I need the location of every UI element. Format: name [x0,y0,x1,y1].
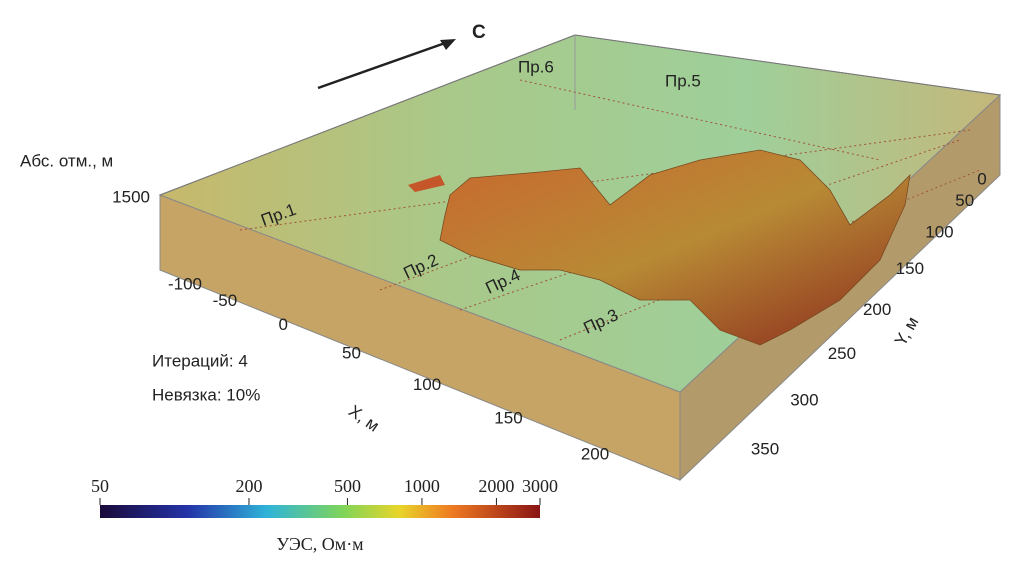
y-axis-label: Y, м [891,314,923,350]
colorbar [100,505,540,518]
colorbar-tick-label: 50 [91,476,109,496]
colorbar-tick-label: 1000 [404,476,440,496]
y-tick-label: 100 [925,222,953,241]
vertical-axis-label: Абс. отм., м [20,151,113,170]
annotation: Невязка: 10% [152,385,260,404]
x-tick-label: 150 [494,409,522,428]
north-arrowhead [440,39,456,50]
colorbar-tick-label: 2000 [478,476,514,496]
annotation: Итераций: 4 [152,351,248,370]
colorbar-tick-label: 500 [334,476,361,496]
x-tick-label: 50 [342,344,361,363]
x-tick-label: 100 [413,375,441,394]
x-tick-label: 200 [581,444,609,463]
colorbar-label: УЭС, Ом·м [276,534,363,554]
colorbar-tick-label: 200 [235,476,262,496]
x-axis-label: X, м [345,401,383,435]
y-tick-label: 350 [751,439,779,458]
y-tick-label: 0 [977,169,986,188]
profile-label: Пр.6 [518,57,554,76]
profile-label: Пр.5 [665,71,701,90]
colorbar-tick-label: 3000 [522,476,558,496]
north-arrow [317,40,449,90]
colorbar-ticks: 50 200 500 1000 2000 3000 [91,476,558,505]
resistive-body-small [408,175,445,192]
resistive-body [439,149,911,346]
x-tick-label: -50 [213,291,238,310]
vertical-axis-tick: 1500 [112,187,150,206]
y-tick-label: 250 [828,344,856,363]
north-label: С [472,22,486,43]
y-tick-label: 50 [955,191,974,210]
x-tick-label: -100 [168,274,202,293]
y-tick-label: 300 [790,390,818,409]
x-ticks: -100 -50 0 50 100 150 200 [168,274,609,463]
x-tick-label: 0 [279,315,288,334]
y-tick-label: 150 [896,259,924,278]
y-tick-label: 200 [863,300,891,319]
